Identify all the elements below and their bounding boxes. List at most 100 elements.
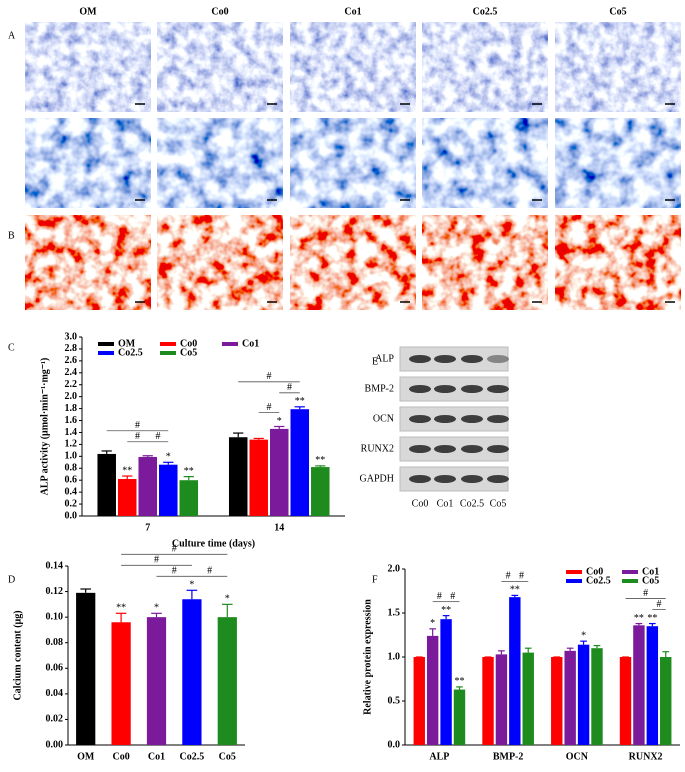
y-tick-label: 0.08: [46, 637, 64, 648]
y-tick-label: 0.6: [65, 474, 78, 485]
bracket-label: #: [266, 402, 271, 413]
micrograph: [290, 215, 416, 310]
legend-label: Co0: [180, 338, 197, 349]
legend-label: Co2.5: [586, 575, 611, 586]
significance-mark: *: [225, 594, 230, 605]
legend-swatch: [160, 351, 176, 355]
y-tick-label: 0.12: [46, 586, 64, 597]
blot-band: [487, 355, 509, 363]
y-tick-label: 2.0: [388, 563, 401, 574]
micrograph: [25, 22, 151, 112]
panel-label: A: [8, 30, 16, 41]
bracket-label: #: [657, 599, 662, 610]
significance-mark: **: [510, 585, 520, 596]
y-tick-label: 1.2: [65, 439, 78, 450]
bar: [660, 657, 672, 745]
legend-swatch: [222, 342, 238, 346]
micrograph: [422, 118, 548, 208]
significance-mark: *: [166, 452, 171, 463]
bar: [646, 626, 659, 745]
blot-band: [434, 415, 456, 423]
legend-label: Co5: [180, 347, 197, 358]
significance-mark: **: [184, 466, 194, 477]
bracket-label: #: [643, 588, 648, 599]
significance-mark: *: [154, 603, 159, 614]
y-axis-label: Calcium content (μg): [12, 610, 23, 700]
y-tick-label: 0.5: [388, 695, 401, 706]
bar: [509, 597, 521, 745]
y-tick-label: 2.0: [65, 391, 78, 402]
bracket-label: #: [287, 382, 292, 393]
y-axis-label: ALP activity (μmol·min⁻¹·mg⁻¹): [39, 358, 50, 496]
y-tick-label: 2.2: [65, 379, 78, 390]
legend-swatch: [98, 351, 114, 355]
column-header: Co1: [344, 6, 361, 17]
bar: [138, 456, 158, 516]
blot-label: RUNX2: [361, 443, 394, 454]
bar: [111, 622, 131, 745]
bar: [522, 652, 534, 745]
x-tick-label: 7: [145, 522, 150, 533]
legend-label: OM: [118, 338, 136, 349]
x-tick-label: OM: [77, 751, 95, 762]
significance-mark: **: [315, 455, 325, 466]
significance-mark: *: [430, 618, 435, 629]
y-tick-label: 2.4: [65, 367, 78, 378]
y-tick-label: 1.4: [65, 427, 78, 438]
x-tick-label: 14: [274, 522, 284, 533]
blot-band: [487, 385, 509, 393]
blot-band: [409, 415, 431, 423]
panel-label: E: [372, 356, 378, 367]
micrograph: [25, 215, 151, 310]
bracket-label: #: [506, 571, 511, 582]
legend-label: Co1: [242, 338, 259, 349]
y-axis-label: Relative protein expression: [362, 599, 373, 715]
bracket-label: #: [519, 571, 524, 582]
significance-mark: *: [581, 630, 586, 641]
y-tick-label: 2.8: [65, 343, 78, 354]
bracket-label: #: [172, 566, 177, 577]
blot-band: [409, 475, 431, 483]
significance-mark: *: [189, 580, 194, 591]
bar: [290, 409, 310, 516]
bar: [97, 453, 116, 516]
x-axis-label: Culture time (days): [172, 538, 255, 549]
blot-band: [461, 385, 483, 393]
bracket-label: #: [154, 555, 159, 566]
bar: [311, 467, 330, 516]
bar: [159, 464, 178, 516]
significance-mark: *: [277, 416, 282, 427]
y-tick-label: 0.8: [65, 463, 78, 474]
blot-label: OCN: [373, 413, 394, 424]
x-tick-label: ALP: [429, 751, 449, 762]
bracket-label: #: [266, 371, 271, 382]
legend-swatch: [160, 342, 176, 346]
legend-label: Co5: [642, 575, 659, 586]
x-tick-label: Co0: [112, 751, 129, 762]
bar: [179, 480, 199, 516]
blot-band: [409, 355, 431, 363]
bracket-label: #: [156, 431, 161, 442]
y-tick-label: 1.5: [388, 607, 401, 618]
legend-label: Co0: [586, 566, 603, 577]
bar: [619, 657, 632, 745]
column-header: Co2.5: [473, 6, 498, 17]
blot-band: [434, 385, 456, 393]
blot-band: [409, 385, 431, 393]
bracket-label: #: [207, 566, 212, 577]
significance-mark: **: [295, 396, 305, 407]
micrograph: [290, 118, 416, 208]
bar: [591, 648, 603, 745]
panel-label: F: [372, 574, 378, 585]
bar: [495, 654, 508, 745]
micrograph: [422, 215, 548, 310]
blot-band: [461, 415, 483, 423]
significance-mark: **: [647, 613, 657, 624]
x-tick-label: RUNX2: [629, 751, 663, 762]
micrograph: [157, 118, 283, 208]
y-tick-label: 0.4: [65, 486, 78, 497]
bar: [453, 689, 466, 745]
legend-swatch: [98, 342, 114, 346]
micrograph: [157, 215, 283, 310]
